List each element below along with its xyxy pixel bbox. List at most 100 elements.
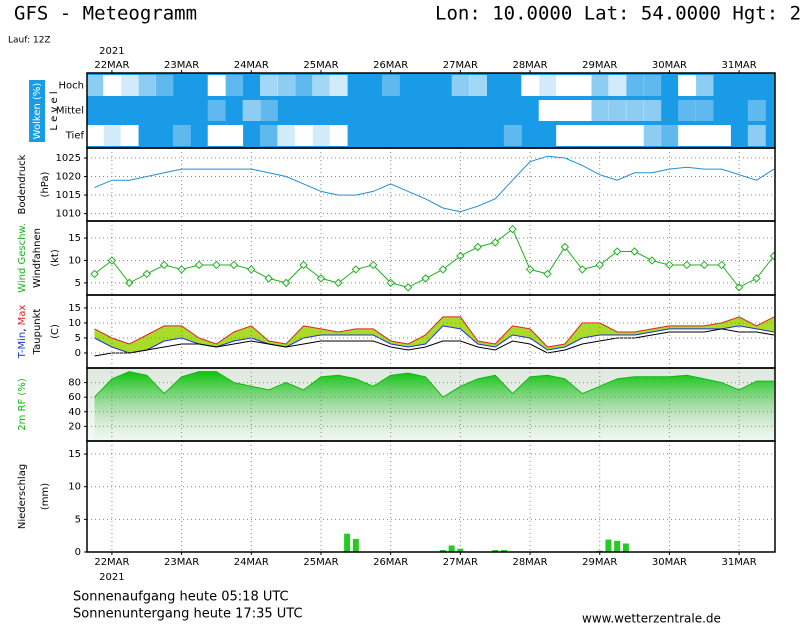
y-tick-label: 20 [68,421,81,432]
wind-marker [630,247,639,256]
cloud-cell [330,100,348,121]
y-axis-label-part: Windfahnen [32,228,43,288]
precip-bar [448,545,455,552]
panel-border [86,440,776,553]
cloud-cell [521,100,539,121]
x-tick-label: 23MAR [164,60,199,71]
y-axis-label: Wind Geschw. [17,223,28,293]
wind-marker [560,242,570,252]
cloud-cell [365,100,383,121]
x-tick-label: 26MAR [373,60,408,71]
cloud-cell [225,125,244,146]
wind-marker [665,260,674,270]
cloud-cell [625,75,644,96]
y-tick-label: 15 [68,303,81,314]
cloud-cell [207,125,226,146]
y-tick-label: 1025 [56,153,81,164]
cloud-cell [225,100,243,121]
y-axis-label-part: Max [17,305,28,326]
cloud-cell [155,75,174,96]
wind-marker [717,260,726,270]
cloud-cell [747,100,766,121]
source: www.wetterzentrale.de [582,612,721,625]
precip-bar [605,539,612,552]
wind-marker [752,274,761,283]
cloud-cell [451,75,470,96]
cloud-cell [399,125,417,146]
cloud-cell [87,125,104,146]
y-axis-label: Bodendruck [17,154,28,214]
cloud-cell [573,100,592,121]
precip-bar [344,533,351,552]
y-axis-label: Taupunkt [32,309,43,356]
y-tick-label: 1010 [56,209,81,220]
cloud-cell [207,100,226,121]
cloud-cell [591,75,609,96]
cloud-cell [329,75,348,96]
cloud-cell [486,75,504,96]
x-tick-label: 27MAR [443,60,478,71]
cloud-cell [155,100,173,121]
y-axis-unit-part: (kt) [50,249,61,267]
x-tick-label: 24MAR [234,60,269,71]
y-axis-label-part: , [17,325,28,331]
cloud-cell [382,100,400,121]
cloud-cell [643,125,662,146]
wind-marker [142,269,151,279]
cloud-cell [155,125,173,146]
wind-marker [508,224,517,234]
wind-marker [264,274,273,283]
cloud-cell [294,75,313,96]
cloud-cell [138,75,156,96]
y-axis-label-part: Wind Geschw. [17,223,28,293]
cloud-cell [608,100,627,121]
wind-marker [490,238,500,247]
year-label: 2021 [99,46,124,57]
cloud-cell [207,75,226,96]
year-label: 2021 [99,572,124,583]
wind-marker [421,274,430,283]
cloud-cell [469,100,487,121]
y-tick-label: 5 [75,278,81,289]
y-axis-unit-part: (C) [50,324,61,339]
series-line [94,228,775,289]
cloud-cell [712,125,731,146]
cloud-cell [625,125,644,146]
cloud-cell [678,125,697,146]
cloud-cell [173,75,191,96]
x-tick-label: 31MAR [722,557,757,568]
y-tick-label: 15 [68,449,81,460]
cloud-cell [539,125,557,146]
wind-marker [578,265,587,274]
cloud-cell [678,75,697,96]
cloud-cell [765,125,783,146]
cloud-cell [260,75,278,96]
panel-background [87,148,775,221]
y-tick-label: 0 [75,547,81,558]
cloud-cell [365,125,383,146]
precip-bar [439,550,446,552]
panel-background [87,441,775,552]
series-line [94,328,775,357]
cloud-cell [469,125,487,146]
wind-marker [682,260,692,270]
x-tick-label: 22MAR [94,60,129,71]
y-axis-unit-part: (mm) [40,483,51,510]
cloud-cell [103,100,121,121]
cloud-cell [434,125,452,146]
wind-marker [769,251,775,261]
series-line [94,316,775,348]
series-line [94,155,775,213]
sunset: Sonnenuntergang heute 17:35 UTC [73,607,303,622]
cloud-cell [695,75,714,96]
cloud-cell [591,100,609,121]
precip-bar [614,540,621,552]
cloud-cell [748,75,766,96]
x-tick-label: 29MAR [582,60,617,71]
cloud-cell [504,100,522,121]
cloud-cell [747,125,766,146]
cloud-cell [661,100,679,121]
cloud-cell [434,100,452,121]
cloud-cell [608,75,627,96]
x-tick-label: 23MAR [164,557,199,568]
